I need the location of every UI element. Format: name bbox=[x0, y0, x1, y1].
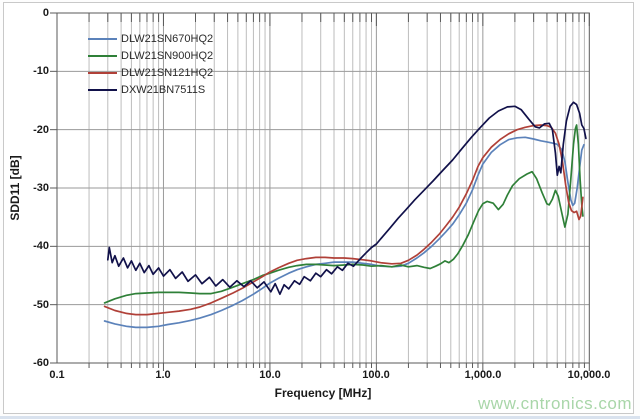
legend-line-swatch bbox=[88, 54, 117, 57]
y-tick-label: -20 bbox=[33, 124, 49, 136]
legend-line-swatch bbox=[88, 88, 117, 91]
x-tick-label: 1,000.0 bbox=[464, 369, 502, 381]
x-tick-label: 10.0 bbox=[259, 369, 281, 381]
legend-line-swatch bbox=[88, 71, 117, 74]
legend-line-swatch bbox=[88, 37, 117, 40]
watermark: www.cntronics.com bbox=[478, 394, 632, 413]
y-tick-label: -60 bbox=[33, 357, 49, 369]
y-axis-title: SDD11 [dB] bbox=[8, 155, 22, 221]
y-tick-label: -10 bbox=[33, 65, 49, 77]
legend-item: DXW21BN7511S bbox=[88, 81, 213, 98]
legend-label: DLW21SN121HQ2 bbox=[121, 66, 214, 79]
x-axis-title: Frequency [MHz] bbox=[274, 386, 372, 400]
y-tick-label: -30 bbox=[33, 182, 49, 194]
legend: DLW21SN670HQ2 DLW21SN900HQ2 DLW21SN121HQ… bbox=[88, 30, 213, 98]
legend-label: DLW21SN900HQ2 bbox=[121, 49, 214, 62]
y-tick-label: -50 bbox=[33, 299, 49, 311]
x-tick-label: 100.0 bbox=[362, 369, 390, 381]
legend-label: DXW21BN7511S bbox=[121, 83, 206, 96]
legend-item: DLW21SN900HQ2 bbox=[88, 47, 213, 64]
x-tick-label: 0.1 bbox=[49, 369, 65, 381]
legend-item: DLW21SN670HQ2 bbox=[88, 30, 213, 47]
legend-label: DLW21SN670HQ2 bbox=[121, 32, 214, 45]
x-tick-label: 10,000.0 bbox=[567, 369, 611, 381]
legend-item: DLW21SN121HQ2 bbox=[88, 64, 213, 81]
y-tick-label: 0 bbox=[42, 7, 49, 19]
bottom-strip bbox=[0, 416, 640, 419]
y-tick-label: -40 bbox=[33, 240, 49, 252]
x-tick-label: 1.0 bbox=[155, 369, 171, 381]
